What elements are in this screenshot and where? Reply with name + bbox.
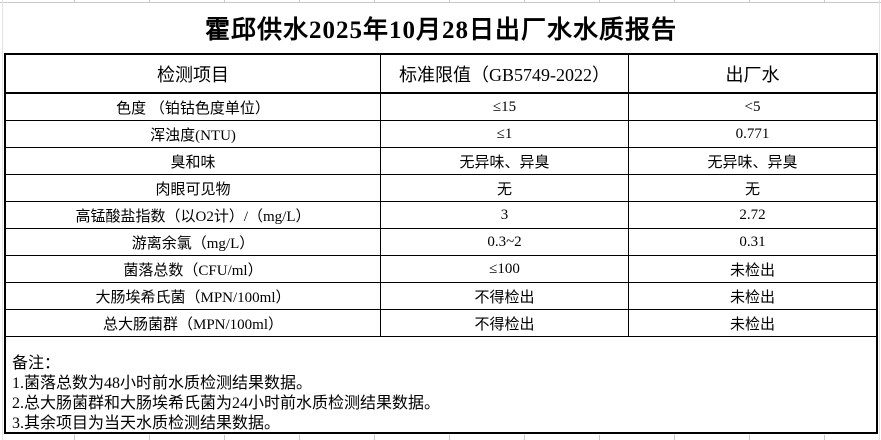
cell-item-name: 菌落总数（CFU/ml） [123, 262, 263, 279]
cell-item-name: 总大肠菌群（MPN/100ml） [102, 316, 283, 333]
cell-outflow-value: 2.72 [628, 202, 876, 228]
table-row-turbidity: 浑浊度(NTU) ≤1 0.771 [6, 121, 876, 148]
note-item-2: 2.总大肠菌群和大肠埃希氏菌为24小时前水质检测结果数据。 [12, 395, 441, 412]
cell-standard-limit: 不得检出 [380, 310, 628, 336]
cell-item-name: 游离余氯（mg/L） [131, 235, 255, 252]
cell-outflow-value: 未检出 [628, 283, 876, 309]
table-row-visible-matter: 肉眼可见物 无 无 [6, 175, 876, 202]
cell-standard-limit: 无异味、异臭 [380, 148, 628, 174]
water-quality-table: 检测项目 标准限值（GB5749-2022） 出厂水 色度 （铂钴色度单位） ≤… [4, 53, 878, 434]
cell-outflow-value: 0.771 [628, 121, 876, 147]
gridline-right [879, 0, 880, 440]
cell-standard-limit: ≤15 [380, 94, 628, 120]
cell-outflow-value: 无 [628, 175, 876, 201]
cell-outflow-value: 未检出 [628, 256, 876, 282]
cell-standard-limit: 0.3~2 [380, 229, 628, 255]
cell-outflow-value: <5 [628, 94, 876, 120]
cell-item-name: 大肠埃希氏菌（MPN/100ml） [95, 289, 291, 306]
header-standard-limit: 标准限值（GB5749-2022） [380, 55, 628, 92]
cell-standard-limit: 不得检出 [380, 283, 628, 309]
notes-section: 备注： 1.菌落总数为48小时前水质检测结果数据。 2.总大肠菌群和大肠埃希氏菌… [6, 337, 876, 434]
cell-outflow-value: 未检出 [628, 310, 876, 336]
cell-item-name: 臭和味 [170, 154, 216, 171]
note-item-1: 1.菌落总数为48小时前水质检测结果数据。 [12, 375, 313, 392]
cell-standard-limit: 无 [380, 175, 628, 201]
table-row-permanganate-index: 高锰酸盐指数（以O2计）/（mg/L） 3 2.72 [6, 202, 876, 229]
cell-item-name: 肉眼可见物 [155, 181, 231, 198]
note-item-3: 3.其余项目为当天水质检测结果数据。 [12, 415, 281, 432]
cell-standard-limit: 3 [380, 202, 628, 228]
gridline-ticks-top [0, 0, 881, 3]
table-header-row: 检测项目 标准限值（GB5749-2022） 出厂水 [6, 55, 876, 94]
table-row-chroma: 色度 （铂钴色度单位） ≤15 <5 [6, 94, 876, 121]
cell-standard-limit: ≤100 [380, 256, 628, 282]
table-row-free-chlorine: 游离余氯（mg/L） 0.3~2 0.31 [6, 229, 876, 256]
cell-standard-limit: ≤1 [380, 121, 628, 147]
header-outflow-water: 出厂水 [628, 55, 876, 92]
table-row-e-coli: 大肠埃希氏菌（MPN/100ml） 不得检出 未检出 [6, 283, 876, 310]
table-row-total-coliform: 总大肠菌群（MPN/100ml） 不得检出 未检出 [6, 310, 876, 337]
report-title: 霍邱供水2025年10月28日出厂水水质报告 [204, 17, 677, 44]
cell-outflow-value: 0.31 [628, 229, 876, 255]
cell-item-name: 浑浊度(NTU) [150, 127, 236, 144]
gridline-ticks-bottom [0, 435, 881, 440]
cell-outflow-value: 无异味、异臭 [628, 148, 876, 174]
notes-label: 备注： [12, 355, 61, 372]
table-row-colony-count: 菌落总数（CFU/ml） ≤100 未检出 [6, 256, 876, 283]
table-row-odor: 臭和味 无异味、异臭 无异味、异臭 [6, 148, 876, 175]
gridline-left [2, 0, 3, 440]
header-test-item: 检测项目 [157, 64, 229, 85]
cell-item-name: 色度 （铂钴色度单位） [116, 100, 270, 117]
cell-item-name: 高锰酸盐指数（以O2计）/（mg/L） [75, 208, 311, 225]
